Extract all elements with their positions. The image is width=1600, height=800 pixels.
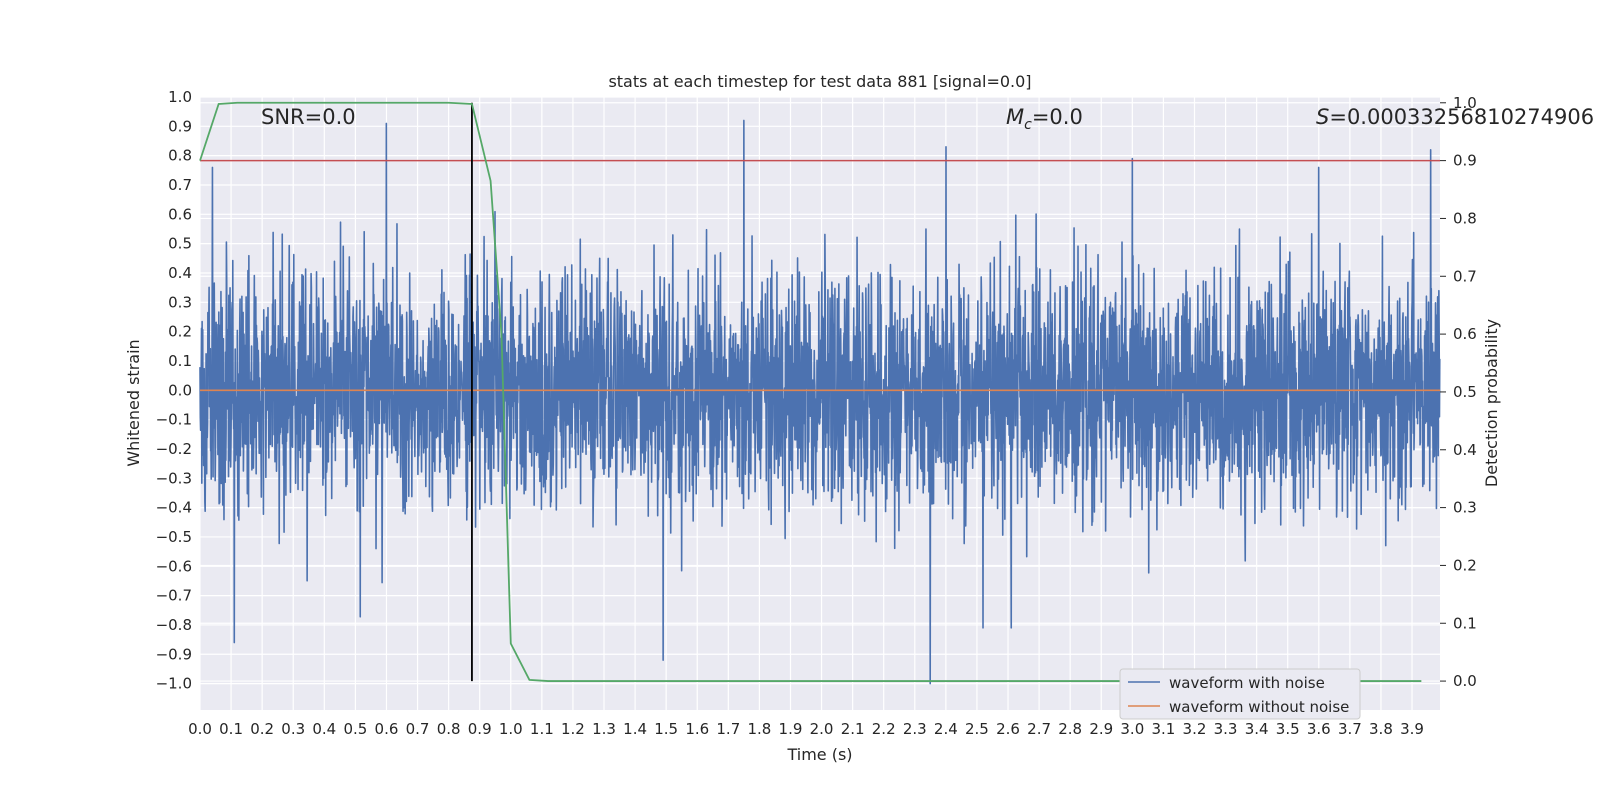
y2-axis-label: Detection probability	[1482, 319, 1501, 487]
legend-label-noisy: waveform with noise	[1169, 674, 1325, 692]
legend-label-clean: waveform without noise	[1169, 698, 1349, 716]
x-tick-label: 3.6	[1307, 720, 1331, 738]
y2-tick-label: 0.1	[1453, 614, 1477, 632]
x-tick-label: 1.7	[716, 720, 740, 738]
x-tick-label: 3.7	[1338, 720, 1362, 738]
mc-value: =0.0	[1032, 105, 1083, 129]
x-tick-label: 1.8	[747, 720, 771, 738]
y2-tick-label: 1.0	[1453, 94, 1477, 112]
x-tick-label: 0.1	[219, 720, 243, 738]
x-tick-label: 1.6	[685, 720, 709, 738]
y2-tick-label: 0.8	[1453, 209, 1477, 227]
x-tick-label: 1.4	[623, 720, 647, 738]
x-tick-label: 3.8	[1369, 720, 1393, 738]
x-tick-label: 3.4	[1245, 720, 1269, 738]
mc-annotation: Mc=0.0	[1006, 105, 1083, 133]
x-tick-label: 1.0	[499, 720, 523, 738]
x-axis-label: Time (s)	[786, 745, 852, 764]
x-tick-label: 2.0	[810, 720, 834, 738]
y-tick-label: −0.1	[156, 411, 192, 429]
x-tick-label: 3.1	[1151, 720, 1175, 738]
x-tick-label: 0.0	[188, 720, 212, 738]
y2-tick-label: 0.7	[1453, 267, 1477, 285]
y-tick-label: 0.5	[168, 235, 192, 253]
x-tick-label: 0.2	[250, 720, 274, 738]
y-tick-label: 0.8	[168, 147, 192, 165]
y2-tick-labels: 1.0 0.9 0.8 0.7 0.6 0.5 0.4 0.3 0.2 0.1 0.0	[1440, 94, 1477, 690]
legend: waveform with noise waveform without noi…	[1119, 668, 1361, 720]
x-tick-label: 2.9	[1089, 720, 1113, 738]
y2-tick-label: 0.9	[1453, 152, 1477, 170]
y-tick-label: 0.0	[168, 381, 192, 399]
y-tick-label: −0.6	[156, 557, 192, 575]
y-tick-label: 0.7	[168, 176, 192, 194]
y-axis-label: Whitened strain	[124, 339, 143, 466]
x-tick-label: 2.7	[1027, 720, 1051, 738]
y-tick-label: 1.0	[168, 88, 192, 106]
detection-probability-line	[199, 101, 1422, 682]
y-tick-label: 0.2	[168, 323, 192, 341]
y-tick-label: −0.8	[156, 616, 192, 634]
mc-symbol: M	[1006, 105, 1024, 129]
x-tick-label: 0.5	[343, 720, 367, 738]
y2-tick-label: 0.4	[1453, 441, 1477, 459]
y-tick-labels: 1.0 0.9 0.8 0.7 0.6 0.5 0.4 0.3 0.2 0.1 0.0 −0.1 −0.…	[156, 88, 192, 693]
y2-tick-label: 0.3	[1453, 499, 1477, 517]
x-tick-labels: 0.0 0.1 0.2 0.3 0.4 0.5 0.6 0.7 0.8 0.9 1.0 1.1 1.2 1…	[188, 720, 1424, 738]
probability-overlay	[199, 101, 1440, 682]
y-tick-label: 0.4	[168, 264, 192, 282]
y-tick-label: −0.7	[156, 587, 192, 605]
x-tick-label: 0.7	[406, 720, 430, 738]
y-tick-label: −1.0	[156, 675, 192, 693]
x-tick-label: 0.8	[437, 720, 461, 738]
x-tick-label: 2.1	[841, 720, 865, 738]
x-tick-label: 0.9	[468, 720, 492, 738]
x-tick-label: 2.3	[903, 720, 927, 738]
x-tick-label: 1.3	[592, 720, 616, 738]
x-tick-label: 1.2	[561, 720, 585, 738]
x-tick-label: 2.8	[1058, 720, 1082, 738]
x-tick-label: 1.1	[530, 720, 554, 738]
x-tick-label: 2.4	[934, 720, 958, 738]
mc-subscript: c	[1024, 117, 1032, 133]
x-tick-label: 3.9	[1400, 720, 1424, 738]
snr-annotation: SNR=0.0	[261, 105, 356, 129]
y-tick-label: 0.9	[168, 117, 192, 135]
noisy-waveform-line	[199, 119, 1441, 685]
y2-tick-label: 0.2	[1453, 556, 1477, 574]
s-symbol: S	[1316, 105, 1329, 129]
y2-tick-label: 0.5	[1453, 383, 1477, 401]
x-tick-label: 0.6	[375, 720, 399, 738]
x-tick-label: 1.5	[654, 720, 678, 738]
y-tick-label: 0.6	[168, 205, 192, 223]
x-tick-label: 3.3	[1214, 720, 1238, 738]
s-value: =0.00033256810274906	[1329, 105, 1594, 129]
x-tick-label: 3.2	[1183, 720, 1207, 738]
x-tick-label: 2.2	[872, 720, 896, 738]
y-tick-label: 0.3	[168, 293, 192, 311]
legend-box	[1119, 668, 1361, 720]
y-tick-label: −0.9	[156, 645, 192, 663]
y-tick-label: −0.5	[156, 528, 192, 546]
y-tick-label: −0.4	[156, 499, 192, 517]
x-tick-label: 3.0	[1120, 720, 1144, 738]
s-annotation: S=0.00033256810274906	[1316, 105, 1594, 129]
x-tick-label: 0.4	[312, 720, 336, 738]
y2-tick-label: 0.6	[1453, 325, 1477, 343]
x-tick-label: 0.3	[281, 720, 305, 738]
x-tick-label: 2.6	[996, 720, 1020, 738]
y-tick-label: −0.3	[156, 469, 192, 487]
x-tick-label: 1.9	[779, 720, 803, 738]
x-tick-label: 2.5	[965, 720, 989, 738]
y2-tick-label: 0.0	[1453, 672, 1477, 690]
chart-title: stats at each timestep for test data 881…	[608, 72, 1031, 91]
waveform-with-noise-series	[199, 119, 1441, 685]
y-tick-label: 0.1	[168, 352, 192, 370]
x-tick-label: 3.5	[1276, 720, 1300, 738]
y-tick-label: −0.2	[156, 440, 192, 458]
